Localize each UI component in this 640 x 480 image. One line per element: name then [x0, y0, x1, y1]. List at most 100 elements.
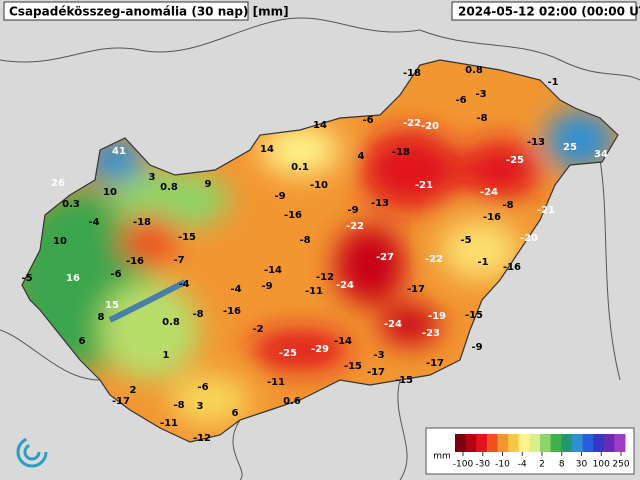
station-value: 9: [205, 179, 212, 190]
station-value: -25: [279, 348, 297, 359]
legend-swatch: [455, 434, 467, 452]
station-value: -11: [305, 286, 323, 297]
legend-unit: mm: [433, 452, 451, 462]
station-value: -20: [520, 233, 538, 244]
legend-swatch: [561, 434, 573, 452]
station-value: 26: [51, 178, 65, 189]
station-value: -11: [160, 418, 178, 429]
borders: [0, 17, 640, 480]
station-value: 15: [105, 300, 119, 311]
station-value: -2: [252, 324, 263, 335]
station-value: -14: [334, 336, 352, 347]
station-value: -22: [346, 221, 364, 232]
station-value: 10: [103, 187, 117, 198]
station-value: -9: [261, 281, 272, 292]
station-value: -23: [422, 328, 440, 339]
station-value: 10: [53, 236, 67, 247]
station-value: -21: [415, 180, 433, 191]
station-value: 41: [112, 146, 126, 157]
station-value: 2: [130, 385, 137, 396]
station-value: -9: [347, 205, 358, 216]
station-value: 25: [563, 142, 577, 153]
station-value: -18: [403, 68, 421, 79]
station-value: -24: [336, 280, 354, 291]
station-value: -10: [310, 180, 328, 191]
station-value: -6: [455, 95, 466, 106]
station-value: -22: [403, 118, 421, 129]
station-value: 34: [594, 149, 608, 160]
station-value: -4: [88, 217, 99, 228]
station-value: -3: [475, 89, 486, 100]
station-value: 14: [260, 144, 274, 155]
station-value: -18: [392, 147, 410, 158]
station-value: -8: [192, 309, 203, 320]
station-value: -12: [316, 272, 334, 283]
legend-swatch: [571, 434, 583, 452]
station-value: 16: [66, 273, 80, 284]
station-value: 0.6: [283, 396, 301, 407]
station-value: -15: [344, 361, 362, 372]
station-value: -8: [502, 200, 513, 211]
title: Csapadékösszeg-anomália (30 nap) [mm]: [9, 5, 289, 19]
station-value: -6: [197, 382, 208, 393]
legend-label: -10: [495, 460, 510, 470]
legend-label: 30: [576, 460, 588, 470]
timestamp-box: [451, 1, 637, 21]
timestamp: 2024-05-12 02:00 (00:00 UTC): [458, 5, 640, 19]
station-value: -17: [426, 358, 444, 369]
station-value: -5: [460, 235, 471, 246]
station-value: 0.8: [160, 182, 178, 193]
station-value: -16: [503, 262, 521, 273]
station-value: -13: [527, 137, 545, 148]
station-value: -8: [173, 400, 184, 411]
station-value: 0.8: [162, 317, 180, 328]
station-value: -24: [480, 187, 498, 198]
legend-swatch: [508, 434, 520, 452]
legend-swatch: [582, 434, 594, 452]
station-value: -22: [425, 254, 443, 265]
lake-balaton: [108, 279, 187, 323]
station-value: -15: [178, 232, 196, 243]
legend-swatch: [518, 434, 530, 452]
country-border: [21, 59, 619, 443]
station-value: -16: [223, 306, 241, 317]
station-value: 0.1: [291, 162, 309, 173]
legend-swatch: [593, 434, 605, 452]
legend-swatch: [540, 434, 552, 452]
legend-swatch: [550, 434, 562, 452]
station-value: 3: [197, 401, 204, 412]
station-value: 8: [98, 312, 105, 323]
station-value: 14: [313, 120, 327, 131]
legend: -100 -30 -10 -4 2 8 30 100 250: [453, 434, 630, 470]
station-value: -7: [173, 255, 184, 266]
station-value: -15: [395, 375, 413, 386]
station-value: -5: [21, 273, 32, 284]
legend-swatch: [529, 434, 541, 452]
legend-label: -100: [453, 460, 474, 470]
station-value: 0.8: [465, 65, 483, 76]
station-value: -21: [537, 205, 555, 216]
station-value: -29: [311, 344, 329, 355]
legend-swatch: [486, 434, 498, 452]
station-value: -1: [547, 77, 558, 88]
station-value: -9: [274, 191, 285, 202]
station-value: -4: [230, 284, 241, 295]
station-value: -17: [407, 284, 425, 295]
station-value: -24: [384, 319, 402, 330]
station-value: -3: [373, 350, 384, 361]
station-value: -17: [112, 396, 130, 407]
legend-label: -30: [475, 460, 490, 470]
station-value: -18: [133, 217, 151, 228]
station-value: -13: [371, 198, 389, 209]
title-box: [3, 1, 249, 21]
station-value: -11: [267, 377, 285, 388]
station-value: -9: [471, 342, 482, 353]
legend-label: 8: [559, 460, 565, 470]
station-value: 0.3: [62, 199, 80, 210]
station-value: -16: [126, 256, 144, 267]
station-value: 3: [149, 172, 156, 183]
station-value: -8: [476, 113, 487, 124]
station-value: 6: [232, 408, 239, 419]
legend-label: 2: [539, 460, 545, 470]
